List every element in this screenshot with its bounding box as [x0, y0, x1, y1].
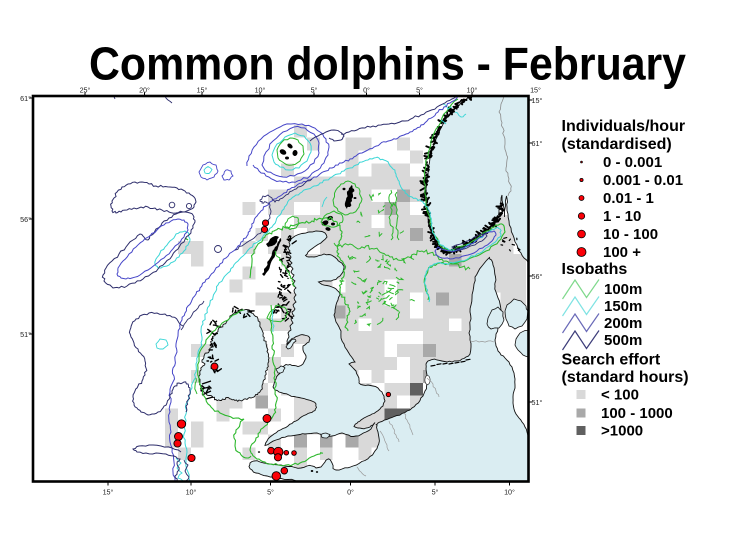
svg-text:10°: 10° — [255, 86, 266, 95]
svg-text:0.01 - 1: 0.01 - 1 — [603, 190, 654, 207]
svg-text:56°: 56° — [20, 215, 31, 224]
svg-text:5°: 5° — [267, 488, 274, 497]
svg-text:15°: 15° — [103, 488, 114, 497]
svg-text:500m: 500m — [604, 332, 642, 349]
svg-text:0°: 0° — [347, 488, 354, 497]
svg-text:0.001 - 0.01: 0.001 - 0.01 — [603, 172, 683, 189]
svg-text:20°: 20° — [139, 86, 150, 95]
svg-text:(standardised): (standardised) — [562, 136, 672, 153]
svg-text:5°: 5° — [432, 488, 439, 497]
svg-text:100 +: 100 + — [603, 244, 641, 261]
svg-text:5°: 5° — [311, 86, 318, 95]
svg-text:100 - 1000: 100 - 1000 — [601, 405, 673, 422]
svg-text:25°: 25° — [80, 86, 91, 95]
svg-text:61°: 61° — [532, 139, 543, 148]
svg-text:< 100: < 100 — [601, 387, 639, 404]
svg-text:10°: 10° — [467, 86, 478, 95]
svg-text:10°: 10° — [186, 488, 197, 497]
svg-text:56°: 56° — [532, 272, 543, 281]
svg-text:Individuals/hour: Individuals/hour — [562, 118, 686, 135]
svg-text:15°: 15° — [197, 86, 208, 95]
svg-text:0 - 0.001: 0 - 0.001 — [603, 154, 662, 171]
svg-text:100m: 100m — [604, 281, 642, 298]
svg-text:10°: 10° — [504, 488, 515, 497]
svg-text:51°: 51° — [532, 398, 543, 407]
svg-text:Common dolphins - February: Common dolphins - February — [89, 38, 686, 90]
svg-text:1 - 10: 1 - 10 — [603, 208, 641, 225]
svg-text:(standard hours): (standard hours) — [562, 369, 689, 386]
svg-text:61°: 61° — [20, 94, 31, 103]
svg-text:0°: 0° — [363, 86, 370, 95]
svg-text:>1000: >1000 — [601, 423, 643, 440]
svg-text:150m: 150m — [604, 298, 642, 315]
svg-text:Isobaths: Isobaths — [562, 261, 628, 278]
svg-text:51°: 51° — [20, 330, 31, 339]
svg-text:Search effort: Search effort — [562, 352, 661, 369]
svg-text:15°: 15° — [530, 86, 541, 95]
svg-text:200m: 200m — [604, 315, 642, 332]
svg-text:10 - 100: 10 - 100 — [603, 226, 658, 243]
svg-text:5°: 5° — [416, 86, 423, 95]
svg-text:15°: 15° — [532, 96, 543, 105]
